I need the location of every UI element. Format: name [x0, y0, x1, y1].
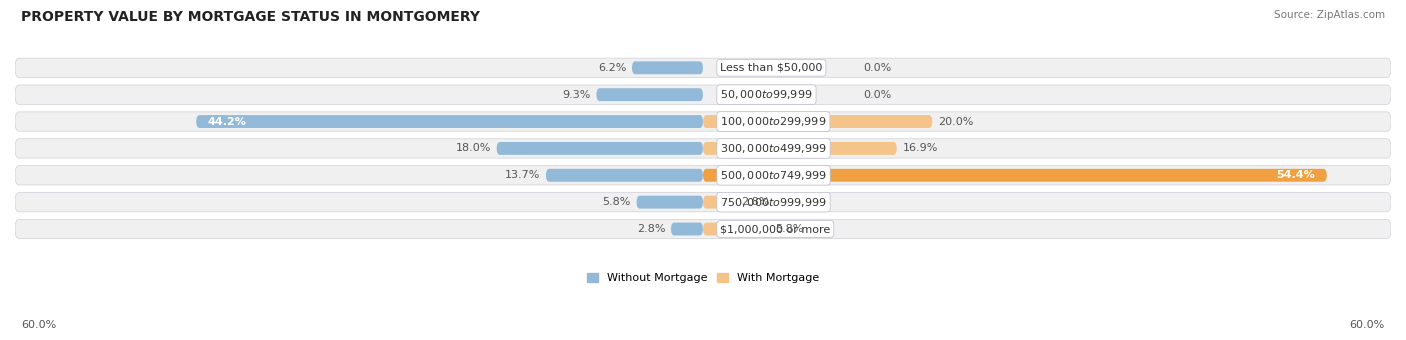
Text: $750,000 to $999,999: $750,000 to $999,999	[720, 195, 827, 209]
Text: $100,000 to $299,999: $100,000 to $299,999	[720, 115, 827, 128]
Text: 60.0%: 60.0%	[21, 320, 56, 330]
Text: 5.8%: 5.8%	[775, 224, 804, 234]
FancyBboxPatch shape	[703, 142, 897, 155]
FancyBboxPatch shape	[703, 115, 932, 128]
Text: 9.3%: 9.3%	[562, 90, 591, 100]
FancyBboxPatch shape	[637, 196, 703, 209]
FancyBboxPatch shape	[496, 142, 703, 155]
FancyBboxPatch shape	[671, 223, 703, 236]
Text: Source: ZipAtlas.com: Source: ZipAtlas.com	[1274, 10, 1385, 20]
FancyBboxPatch shape	[596, 88, 703, 101]
Text: 44.2%: 44.2%	[208, 117, 246, 126]
Text: 0.0%: 0.0%	[863, 90, 891, 100]
FancyBboxPatch shape	[15, 58, 1391, 78]
FancyBboxPatch shape	[15, 192, 1391, 212]
Text: 5.8%: 5.8%	[602, 197, 631, 207]
Text: $50,000 to $99,999: $50,000 to $99,999	[720, 88, 813, 101]
FancyBboxPatch shape	[546, 169, 703, 182]
FancyBboxPatch shape	[15, 85, 1391, 104]
Text: 0.0%: 0.0%	[863, 63, 891, 73]
Text: 2.8%: 2.8%	[637, 224, 665, 234]
Text: $500,000 to $749,999: $500,000 to $749,999	[720, 169, 827, 182]
FancyBboxPatch shape	[631, 61, 703, 74]
Legend: Without Mortgage, With Mortgage: Without Mortgage, With Mortgage	[582, 269, 824, 288]
Text: 6.2%: 6.2%	[598, 63, 626, 73]
Text: 54.4%: 54.4%	[1277, 170, 1316, 180]
FancyBboxPatch shape	[15, 112, 1391, 131]
Text: 13.7%: 13.7%	[505, 170, 540, 180]
FancyBboxPatch shape	[197, 115, 703, 128]
Text: 16.9%: 16.9%	[903, 143, 938, 153]
Text: 2.8%: 2.8%	[741, 197, 769, 207]
Text: 18.0%: 18.0%	[456, 143, 491, 153]
Text: $300,000 to $499,999: $300,000 to $499,999	[720, 142, 827, 155]
FancyBboxPatch shape	[703, 223, 769, 236]
Text: 20.0%: 20.0%	[938, 117, 973, 126]
Text: Less than $50,000: Less than $50,000	[720, 63, 823, 73]
Text: $1,000,000 or more: $1,000,000 or more	[720, 224, 831, 234]
FancyBboxPatch shape	[15, 139, 1391, 158]
FancyBboxPatch shape	[703, 196, 735, 209]
FancyBboxPatch shape	[703, 169, 1327, 182]
FancyBboxPatch shape	[15, 219, 1391, 239]
FancyBboxPatch shape	[15, 166, 1391, 185]
Text: 60.0%: 60.0%	[1350, 320, 1385, 330]
Text: PROPERTY VALUE BY MORTGAGE STATUS IN MONTGOMERY: PROPERTY VALUE BY MORTGAGE STATUS IN MON…	[21, 10, 479, 24]
